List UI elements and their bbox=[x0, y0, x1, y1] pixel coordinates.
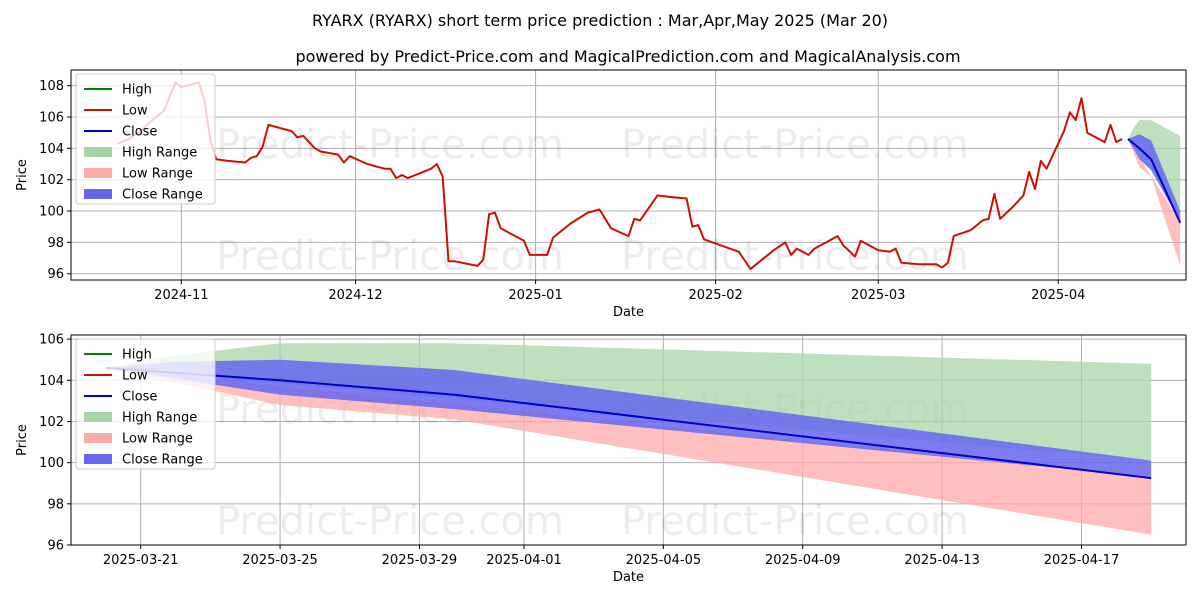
x-tick-label: 2025-04 bbox=[1031, 288, 1085, 303]
legend-label-close: Close bbox=[122, 125, 157, 140]
watermark-text: Predict-Price.com bbox=[621, 234, 969, 280]
legend-label-high: High bbox=[122, 83, 152, 98]
y-tick-label: 102 bbox=[39, 173, 64, 188]
legend-swatch-close-range bbox=[84, 454, 112, 464]
legend-swatch-low-range bbox=[84, 168, 112, 178]
x-tick-label: 2024-11 bbox=[154, 288, 208, 303]
plot-area bbox=[117, 81, 1182, 270]
y-tick-label: 98 bbox=[47, 497, 64, 512]
x-tick-label: 2025-04-17 bbox=[1044, 553, 1120, 568]
x-axis-label: Date bbox=[613, 570, 644, 585]
x-tick-label: 2025-03-25 bbox=[242, 553, 318, 568]
y-tick-label: 96 bbox=[47, 267, 64, 282]
axes-frame bbox=[70, 69, 1187, 281]
legend-label-close-range: Close Range bbox=[122, 188, 203, 203]
legend-label-close: Close bbox=[122, 390, 157, 405]
y-axis-label: Price bbox=[15, 424, 30, 456]
x-tick-label: 2025-03 bbox=[851, 288, 905, 303]
legend-label-high-range: High Range bbox=[122, 146, 197, 161]
x-tick-label: 2024-12 bbox=[328, 288, 382, 303]
y-axis-label: Price bbox=[15, 159, 30, 191]
y-tick-label: 108 bbox=[39, 79, 64, 94]
chart-subtitle: powered by Predict-Price.com and Magical… bbox=[295, 47, 960, 66]
x-tick-label: 2025-04-13 bbox=[904, 553, 980, 568]
x-axis-label: Date bbox=[613, 305, 644, 320]
axes-frame bbox=[70, 334, 1187, 546]
legend-swatch-close-range bbox=[84, 189, 112, 199]
y-tick-label: 106 bbox=[39, 111, 64, 126]
watermark-text: Predict-Price.com bbox=[621, 122, 969, 168]
low-range-band bbox=[1127, 139, 1181, 266]
top-panel: Predict-Price.com Predict-Price.com Predic… bbox=[15, 69, 1187, 320]
y-tick-label: 98 bbox=[47, 236, 64, 251]
close-series-line bbox=[1127, 138, 1182, 224]
legend-label-low: Low bbox=[122, 104, 148, 119]
y-tick-label: 104 bbox=[39, 142, 64, 157]
legend-swatch-high-range bbox=[84, 412, 112, 422]
y-tick-label: 96 bbox=[47, 539, 64, 554]
x-tick-label: 2025-02 bbox=[688, 288, 742, 303]
bottom-panel: Predict-Price.comPredict-Price.comPredic… bbox=[15, 333, 1187, 585]
legend-label-high: High bbox=[122, 348, 152, 363]
chart-title: RYARX (RYARX) short term price predictio… bbox=[312, 11, 888, 30]
low-series-line bbox=[117, 81, 1123, 270]
legend-swatch-high-range bbox=[84, 147, 112, 157]
y-tick-label: 104 bbox=[39, 374, 64, 389]
watermark-text: Predict-Price.com bbox=[216, 234, 564, 280]
legend-label-close-range: Close Range bbox=[122, 453, 203, 468]
legend-label-low-range: Low Range bbox=[122, 167, 193, 182]
x-tick-label: 2025-04-01 bbox=[486, 553, 562, 568]
y-tick-label: 102 bbox=[39, 415, 64, 430]
legend-label-low: Low bbox=[122, 369, 148, 384]
watermark-text: Predict-Price.com bbox=[216, 122, 564, 168]
y-tick-label: 100 bbox=[39, 205, 64, 220]
close-range-band bbox=[1127, 134, 1181, 222]
x-tick-label: 2025-03-21 bbox=[103, 553, 179, 568]
watermark-text: Predict-Price.com bbox=[621, 499, 969, 545]
x-tick-label: 2025-03-29 bbox=[382, 553, 458, 568]
legend-label-low-range: Low Range bbox=[122, 432, 193, 447]
x-tick-label: 2025-01 bbox=[508, 288, 562, 303]
legend: High Low Close High Range Low Range Close Ran… bbox=[75, 338, 216, 470]
x-tick-label: 2025-04-05 bbox=[626, 553, 702, 568]
legend: High Low Close High Range Low Range Close Ran… bbox=[75, 73, 216, 205]
y-tick-label: 100 bbox=[39, 456, 64, 471]
legend-swatch-low-range bbox=[84, 433, 112, 443]
watermark-text: Predict-Price.com bbox=[216, 499, 564, 545]
low-range-band bbox=[105, 367, 1152, 535]
x-tick-label: 2025-04-09 bbox=[765, 553, 841, 568]
legend-label-high-range: High Range bbox=[122, 411, 197, 426]
y-tick-label: 106 bbox=[39, 333, 64, 348]
